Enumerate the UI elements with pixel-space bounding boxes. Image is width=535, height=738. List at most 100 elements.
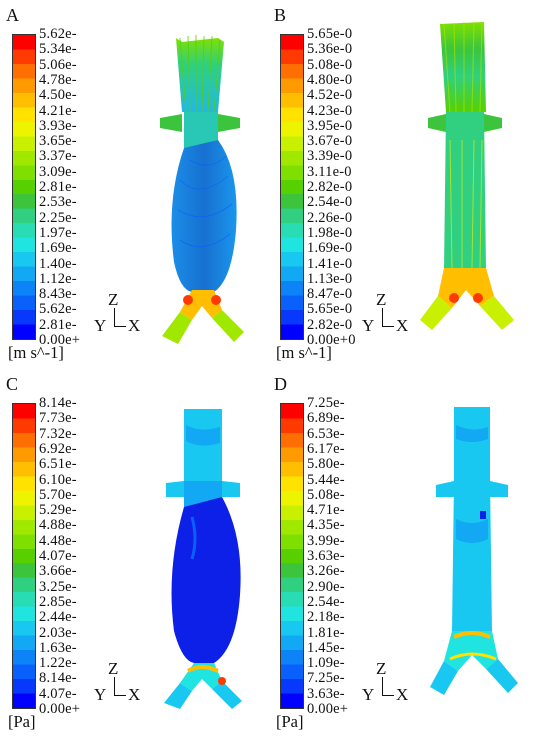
colorbar-tick-label: 7.25e-: [307, 670, 345, 687]
colorbar-tick-label: 4.48e-: [39, 532, 77, 549]
colorbar-tick-label: 2.54e-0: [307, 194, 353, 211]
colorbar-tick-label: 2.25e-: [39, 209, 77, 226]
colorbar-ticks: 8.14e- 7.73e- 7.32e- 6.92e- 6.51e- 6.10e- 5.70…: [39, 395, 109, 717]
colorbar-tick-label: 2.44e-: [39, 609, 77, 626]
colorbar-tick-label: 2.54e-: [307, 593, 345, 610]
colorbar-tick-label: 4.35e-: [307, 517, 345, 534]
colorbar-tick-label: 4.07e-: [39, 548, 77, 564]
colorbar-tick-label: 7.25e-: [307, 395, 345, 411]
unit-label: [m s^-1]: [8, 343, 64, 362]
axis-y-label: Y: [362, 316, 375, 335]
colorbar-tick-label: 6.10e-: [39, 471, 77, 488]
colorbar-tick-label: 4.23e-0: [307, 102, 353, 119]
axis-line: [382, 695, 394, 696]
panel-d: D 7.25e- 6.89e- 6.53e- 6.17e- 5.80e- 5.44e- 5.…: [268, 369, 535, 738]
axis-triad: Z Y X: [362, 290, 422, 340]
colorbar-tick-label: 1.63e-: [39, 639, 77, 656]
axis-line: [114, 326, 126, 327]
colorbar-tick-label: 3.63e-: [307, 685, 345, 702]
axis-x-label: X: [128, 316, 141, 335]
panel-b: B 5.65e-0 5.36e-0 5.08e-0 4.80e-0 4.52e-0 4.2…: [268, 0, 535, 369]
colorbar-tick-label: 2.82e-0: [307, 316, 353, 333]
colorbar-tick-label: 8.47e-0: [307, 286, 353, 303]
colorbar-tick-label: 3.11e-0: [307, 163, 352, 180]
colorbar-tick-label: 6.89e-: [307, 410, 345, 427]
colorbar-tick-label: 3.39e-0: [307, 148, 353, 165]
axis-triad: Z Y X: [94, 290, 154, 340]
colorbar-tick-label: 1.98e-0: [307, 224, 353, 241]
colorbar-tick-label: 3.99e-: [307, 532, 345, 549]
colorbar-ticks: 5.62e- 5.34e- 5.06e- 4.78e- 4.50e- 4.21e- 3.93…: [39, 26, 109, 348]
colorbar-tick-label: 1.45e-: [307, 639, 345, 656]
axis-line: [114, 308, 115, 326]
axis-triad: Z Y X: [362, 659, 422, 709]
colorbar-tick-label: 4.52e-0: [307, 87, 353, 104]
axis-line: [114, 677, 115, 695]
colorbar-tick-label: 2.03e-: [39, 624, 77, 641]
colorbar-tick-label: 4.80e-0: [307, 71, 353, 88]
colorbar: [12, 34, 36, 340]
axis-x-label: X: [396, 685, 409, 704]
colorbar-tick-label: 7.32e-: [39, 425, 77, 442]
colorbar-tick-label: 5.36e-0: [307, 41, 353, 58]
colorbar-tick-label: 1.12e-: [39, 270, 77, 287]
colorbar-tick-label: 5.70e-: [39, 486, 77, 503]
axis-y-label: Y: [94, 316, 107, 335]
colorbar-tick-label: 4.21e-: [39, 102, 77, 119]
colorbar-tick-label: 3.37e-: [39, 148, 77, 165]
colorbar-tick-label: 3.66e-: [39, 563, 77, 580]
colorbar-tick-label: 5.62e-: [39, 26, 77, 42]
vessel-streamlines-image: [160, 35, 244, 344]
colorbar-tick-label: 5.08e-: [307, 486, 345, 503]
colorbar-tick-label: 5.65e-0: [307, 301, 353, 318]
colorbar-tick-label: 0.00e+0: [307, 332, 356, 348]
colorbar-tick-label: 8.14e-: [39, 670, 77, 687]
axis-z-label: Z: [108, 659, 119, 678]
colorbar-tick-label: 1.13e-0: [307, 270, 353, 287]
colorbar-tick-label: 7.73e-: [39, 410, 77, 427]
colorbar-tick-label: 0.00e+: [39, 332, 81, 348]
axis-x-label: X: [396, 316, 409, 335]
colorbar-tick-label: 4.71e-: [307, 502, 345, 519]
colorbar-tick-label: 2.81e-: [39, 179, 77, 195]
colorbar-tick-label: 5.06e-: [39, 56, 77, 73]
panel-letter: B: [274, 5, 287, 25]
vessel-wall-shear-image: [430, 407, 518, 695]
unit-label: [Pa]: [276, 712, 304, 731]
unit-label: [m s^-1]: [276, 343, 332, 362]
colorbar-tick-label: 0.00e+: [39, 701, 81, 717]
colorbar-tick-label: 1.69e-0: [307, 240, 353, 257]
axis-y-label: Y: [94, 685, 107, 704]
colorbar-tick-label: 6.53e-: [307, 425, 345, 442]
colorbar-tick-label: 4.78e-: [39, 71, 77, 88]
panel-c: C 8.14e- 7.73e- 7.32e- 6.92e- 6.51e- 6.10e- 5.…: [0, 369, 267, 738]
panel-letter: A: [6, 5, 19, 25]
colorbar-tick-label: 5.44e-: [307, 471, 345, 488]
colorbar-ticks: 5.65e-0 5.36e-0 5.08e-0 4.80e-0 4.52e-0 4.23e…: [307, 26, 377, 348]
colorbar-tick-label: 2.90e-: [307, 578, 345, 595]
colorbar-tick-label: 2.26e-0: [307, 209, 353, 226]
colorbar-tick-label: 1.40e-: [39, 255, 77, 272]
axis-z-label: Z: [108, 290, 119, 309]
colorbar-tick-label: 5.34e-: [39, 41, 77, 58]
colorbar-tick-label: 1.69e-: [39, 240, 77, 257]
colorbar-tick-label: 2.53e-: [39, 194, 77, 211]
colorbar-tick-label: 3.67e-0: [307, 133, 353, 150]
colorbar-tick-label: 4.50e-: [39, 87, 77, 104]
colorbar-tick-label: 5.80e-: [307, 456, 345, 473]
colorbar-tick-label: 5.65e-0: [307, 26, 353, 42]
colorbar-tick-label: 5.29e-: [39, 502, 77, 519]
colorbar-tick-label: 2.82e-0: [307, 179, 353, 195]
axis-z-label: Z: [376, 290, 387, 309]
axis-line: [382, 326, 394, 327]
colorbar: [280, 34, 304, 340]
colorbar-tick-label: 8.14e-: [39, 395, 77, 411]
colorbar-tick-label: 5.62e-: [39, 301, 77, 318]
axis-line: [382, 677, 383, 695]
colorbar-ticks: 7.25e- 6.89e- 6.53e- 6.17e- 5.80e- 5.44e- 5.08…: [307, 395, 377, 717]
colorbar-tick-label: 3.09e-: [39, 163, 77, 180]
vessel-wall-shear-image: [164, 409, 242, 709]
colorbar-tick-label: 2.81e-: [39, 316, 77, 333]
axis-z-label: Z: [376, 659, 387, 678]
vessel-streamlines-image: [420, 21, 514, 330]
